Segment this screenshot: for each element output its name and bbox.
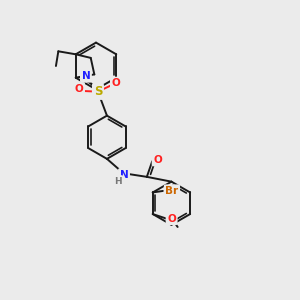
Text: O: O [112,78,120,88]
Text: N: N [82,71,90,81]
Text: H: H [114,176,122,185]
Text: S: S [94,85,102,98]
Text: O: O [167,214,176,224]
Text: Br: Br [165,186,178,196]
Text: O: O [153,155,162,165]
Text: O: O [75,84,83,94]
Text: N: N [120,170,128,180]
